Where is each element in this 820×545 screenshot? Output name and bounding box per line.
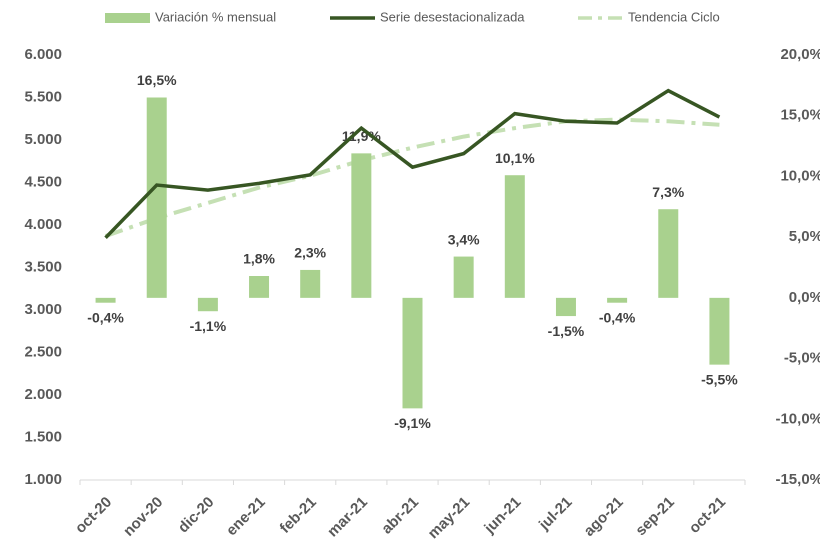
legend-label: Variación % mensual	[155, 9, 276, 24]
bar	[453, 256, 474, 298]
x-tick-label: feb-21	[277, 494, 320, 537]
y2-tick-label: 15,0%	[780, 107, 820, 124]
data-label: 7,3%	[652, 184, 684, 200]
x-tick-label: jul-21	[535, 494, 575, 534]
y-tick-label: 6.000	[24, 46, 62, 63]
y-tick-label: 4.000	[24, 216, 62, 233]
bar	[249, 276, 270, 298]
y-tick-label: 2.000	[24, 386, 62, 403]
data-label: 2,3%	[294, 245, 326, 261]
bar	[555, 297, 576, 317]
y2-tick-label: -10,0%	[775, 410, 820, 427]
data-label: 10,1%	[495, 150, 535, 166]
data-label: -5,5%	[701, 371, 738, 387]
legend-swatch	[105, 13, 150, 23]
data-label: -0,4%	[87, 309, 124, 325]
y2-tick-label: 20,0%	[780, 46, 820, 63]
bar	[95, 297, 116, 303]
bar	[402, 297, 423, 409]
data-label: -1,5%	[548, 323, 585, 339]
data-label: 3,4%	[448, 231, 480, 247]
trend-line	[104, 117, 720, 238]
x-tick-label: abr-21	[378, 494, 422, 538]
bar	[607, 297, 628, 303]
x-tick-label: ene-21	[223, 494, 269, 540]
legend-label: Serie desestacionalizada	[380, 9, 525, 24]
x-tick-label: ago-21	[581, 494, 627, 540]
data-label: 1,8%	[243, 251, 275, 267]
x-tick-label: jun-21	[480, 494, 524, 538]
y-tick-label: 5.500	[24, 88, 62, 105]
x-tick-label: oct-20	[72, 494, 115, 537]
bar	[709, 297, 730, 365]
x-tick-label: dic-20	[175, 494, 218, 537]
bar	[658, 209, 679, 298]
x-tick-label: may-21	[425, 494, 474, 540]
data-label: -9,1%	[394, 415, 431, 431]
y-tick-label: 5.000	[24, 131, 62, 148]
y2-tick-label: 10,0%	[780, 167, 820, 184]
data-label: 11,9%	[342, 128, 381, 144]
y-tick-label: 4.500	[24, 173, 62, 190]
x-tick-label: nov-20	[120, 494, 166, 540]
y2-tick-label: -5,0%	[784, 350, 820, 367]
y-tick-label: 3.500	[24, 258, 62, 275]
data-label: 16,5%	[137, 72, 177, 88]
bar	[504, 175, 525, 298]
data-label: -1,1%	[190, 318, 227, 334]
y-tick-label: 1.000	[24, 471, 62, 488]
y-tick-label: 3.000	[24, 301, 62, 318]
x-tick-label: oct-21	[686, 494, 729, 537]
bar	[197, 297, 218, 312]
y2-tick-label: 5,0%	[789, 228, 820, 245]
series-line	[104, 88, 721, 239]
y-tick-label: 2.500	[24, 343, 62, 360]
data-label: -0,4%	[599, 309, 636, 325]
bar	[351, 153, 372, 298]
y2-tick-label: -15,0%	[775, 471, 820, 488]
legend-label: Tendencia Ciclo	[628, 9, 720, 24]
y-tick-label: 1.500	[24, 428, 62, 445]
bar	[146, 97, 167, 298]
x-tick-label: sep-21	[632, 494, 678, 540]
x-tick-label: mar-21	[324, 494, 371, 540]
bar	[300, 269, 321, 298]
y2-tick-label: 0,0%	[789, 289, 820, 306]
